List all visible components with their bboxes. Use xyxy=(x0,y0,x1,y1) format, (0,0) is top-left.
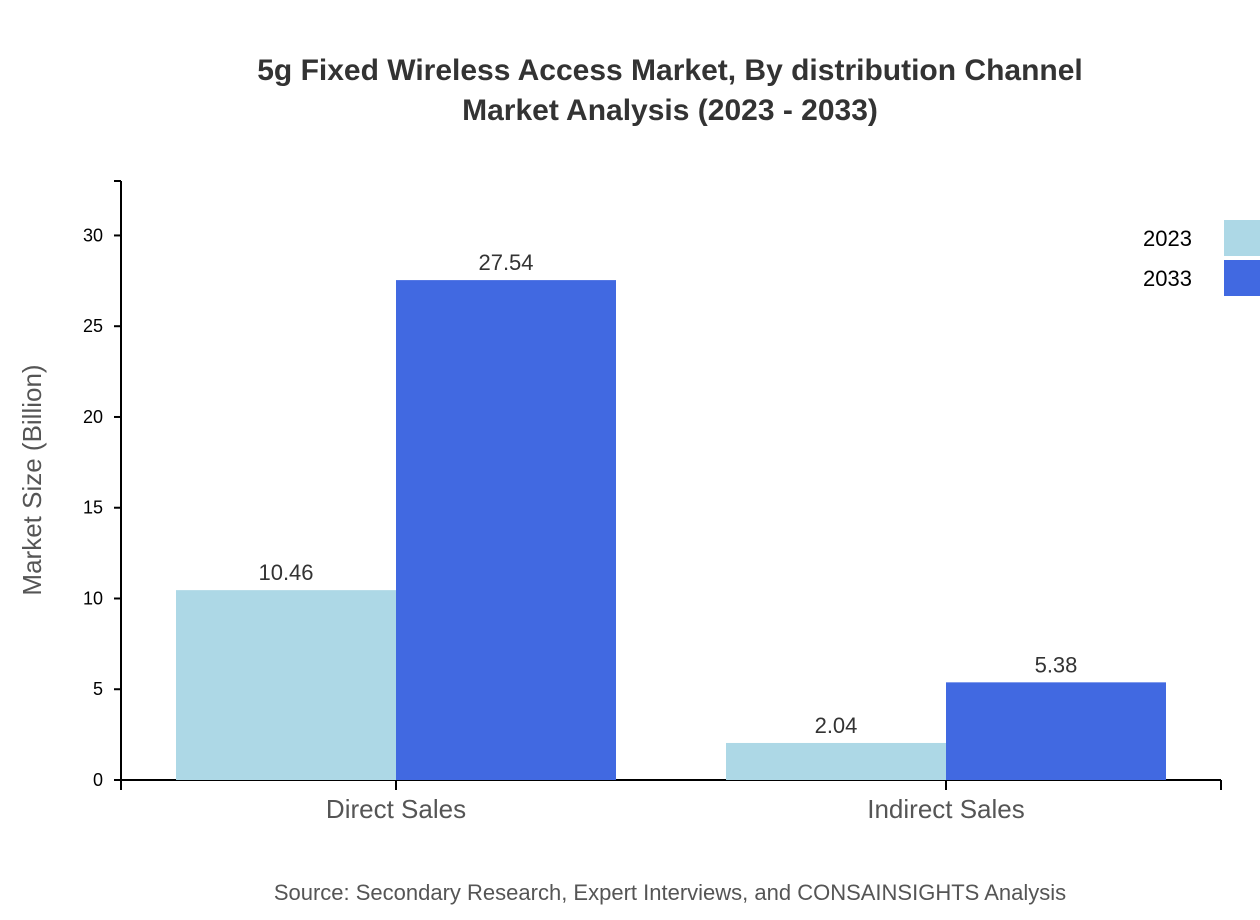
y-tick-label: 30 xyxy=(83,225,103,245)
chart-title-line-2: Market Analysis (2023 - 2033) xyxy=(462,94,878,127)
y-tick-label: 25 xyxy=(83,316,103,336)
x-tick-label: Direct Sales xyxy=(326,794,466,824)
data-label: 2.04 xyxy=(815,713,858,738)
x-tick-label: Indirect Sales xyxy=(867,794,1025,824)
legend: 2023 2033 xyxy=(1143,220,1260,296)
data-label: 10.46 xyxy=(258,560,313,585)
y-tick-label: 5 xyxy=(93,679,103,699)
bar-2023 xyxy=(176,590,396,780)
bar-2033 xyxy=(396,280,616,780)
bar-2033 xyxy=(946,682,1166,780)
y-axis: 0 5 10 15 20 25 30 xyxy=(83,180,122,790)
legend-swatch xyxy=(1224,260,1260,296)
legend-swatch xyxy=(1224,220,1260,256)
legend-label: 2023 xyxy=(1143,226,1192,251)
x-axis: Direct Sales Indirect Sales xyxy=(120,779,1222,824)
bar-2023 xyxy=(726,742,946,780)
y-tick-label: 0 xyxy=(93,770,103,790)
y-axis-label: Market Size (Billion) xyxy=(17,364,47,595)
data-label: 5.38 xyxy=(1035,652,1078,677)
y-tick-label: 10 xyxy=(83,588,103,608)
data-label: 27.54 xyxy=(478,250,533,275)
y-tick-label: 20 xyxy=(83,407,103,427)
chart-title-line-1: 5g Fixed Wireless Access Market, By dist… xyxy=(257,54,1083,87)
source-note: Source: Secondary Research, Expert Inter… xyxy=(274,880,1066,905)
y-tick-label: 15 xyxy=(83,498,103,518)
bars: 10.46 27.54 2.04 5.38 xyxy=(176,250,1166,780)
legend-label: 2033 xyxy=(1143,266,1192,291)
